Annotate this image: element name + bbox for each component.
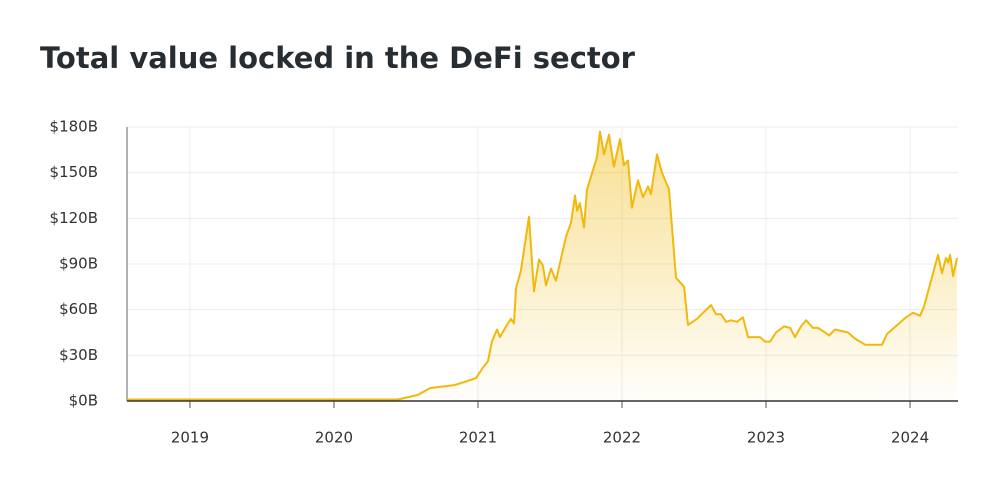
y-tick-label: $120B bbox=[50, 209, 98, 227]
x-tick-label: 2020 bbox=[315, 429, 353, 447]
y-tick-label: $150B bbox=[50, 163, 98, 181]
x-tick-label: 2024 bbox=[891, 429, 929, 447]
x-tick-label: 2019 bbox=[171, 429, 209, 447]
area bbox=[127, 131, 957, 401]
x-tick-label: 2022 bbox=[603, 429, 641, 447]
y-tick-label: $180B bbox=[50, 118, 98, 136]
y-tick-label: $30B bbox=[59, 346, 98, 364]
x-tick-label: 2023 bbox=[747, 429, 785, 447]
y-tick-label: $60B bbox=[59, 300, 98, 318]
y-tick-label: $0B bbox=[69, 392, 98, 410]
x-tick-label: 2021 bbox=[459, 429, 497, 447]
y-tick-label: $90B bbox=[59, 255, 98, 273]
line bbox=[127, 130, 958, 401]
chart-title: Total value locked in the DeFi sector bbox=[40, 41, 636, 75]
